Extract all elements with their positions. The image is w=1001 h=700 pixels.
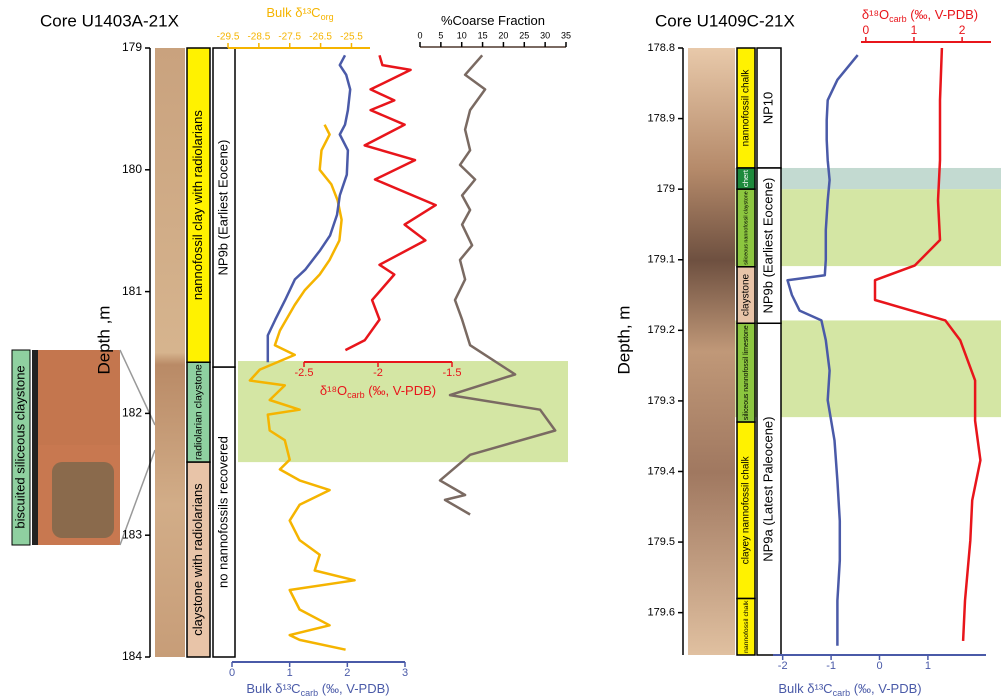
y-tick-label: 178.9: [647, 112, 675, 124]
lithology-label: nannofossil clay with radiolarians: [190, 110, 205, 301]
y-tick-label: 179.1: [647, 254, 675, 266]
y-tick-label: 180: [122, 162, 142, 176]
x-axis-label-part: Bulk δ¹³C: [266, 5, 320, 20]
zone-label: NP9a (Latest Paleocene): [760, 417, 775, 562]
lithology-label: nannofossil chalk: [741, 69, 752, 147]
y-tick-label: 179: [122, 40, 142, 54]
x-axis-label: Bulk δ¹³Corg: [266, 5, 333, 22]
core-photo: [688, 48, 735, 655]
x-tick-label: 20: [498, 30, 508, 40]
x-tick-label: 35: [561, 30, 571, 40]
x-axis-label-part: δ¹⁸O: [862, 7, 889, 22]
y-tick-label: 181: [122, 284, 142, 298]
panel: Core U1409C-21X Depth, m 178.8 178.9 179 179.…: [614, 7, 1001, 698]
y-tick-label: 178.8: [647, 42, 675, 54]
x-tick-label: 0: [862, 23, 869, 37]
zone-label: NP9b (Earliest Eocene): [760, 178, 775, 314]
y-tick-label: 184: [122, 649, 142, 663]
x-axis-label-part: Bulk δ¹³C: [246, 681, 300, 696]
zone-label: NP10: [760, 92, 775, 125]
x-axis-label-part: carb: [347, 390, 365, 400]
x-tick-label: 3: [402, 667, 408, 679]
x-axis-label: δ¹⁸Ocarb (‰, V-PDB): [862, 7, 978, 24]
y-axis-label: Depth ,m: [94, 306, 113, 375]
x-tick-label: 1: [925, 660, 931, 672]
panel-title: Core U1403A-21X: [40, 11, 179, 30]
x-axis-label-part: carb: [889, 14, 907, 24]
y-tick-label: 179.5: [647, 536, 675, 548]
core-photo: [155, 48, 185, 657]
x-axis-label-part: δ¹⁸O: [320, 383, 347, 398]
x-tick-label: 1: [911, 23, 918, 37]
x-tick-label: -1.5: [443, 367, 462, 379]
x-axis-label-part: (‰, V-PDB): [850, 681, 922, 696]
inset: biscuited siliceous claystone: [12, 350, 155, 545]
series-line: [268, 55, 350, 362]
lithology-label: nannofossil chalk: [743, 600, 750, 653]
x-axis-label-part: (‰, V-PDB): [318, 681, 390, 696]
x-tick-label: -25.5: [340, 32, 363, 43]
x-tick-label: -2.5: [295, 367, 314, 379]
inset-scale: [32, 350, 38, 545]
x-tick-label: 1: [287, 667, 293, 679]
y-tick-label: 179.6: [647, 607, 675, 619]
x-axis-label-part: Bulk δ¹³C: [778, 681, 832, 696]
x-axis-label-part: carb: [833, 688, 851, 698]
x-tick-label: 5: [438, 30, 443, 40]
x-tick-label: -2: [373, 367, 383, 379]
y-tick-label: 183: [122, 527, 142, 541]
y-tick-label: 179.3: [647, 395, 675, 407]
y-tick-label: 179.2: [647, 324, 675, 336]
x-tick-label: 30: [540, 30, 550, 40]
x-axis-label-part: (‰, V-PDB): [907, 7, 979, 22]
lithology-label: siliceous nannofossil limestone: [743, 325, 750, 420]
x-tick-label: 25: [519, 30, 529, 40]
inset-photo-biscuit: [52, 462, 114, 538]
x-tick-label: -26.5: [309, 32, 332, 43]
x-axis-label-part: %Coarse Fraction: [441, 13, 545, 28]
y-axis-label: Depth, m: [614, 306, 633, 375]
y-tick-label: 179: [657, 183, 675, 195]
x-tick-label: -29.5: [217, 32, 240, 43]
x-axis-label-part: (‰, V-PDB): [365, 383, 437, 398]
x-axis-label: δ¹⁸Ocarb (‰, V-PDB): [320, 383, 436, 400]
x-tick-label: 15: [478, 30, 488, 40]
x-axis-label: %Coarse Fraction: [441, 13, 545, 28]
x-tick-label: 0: [417, 30, 422, 40]
lithology-label: siliceous nannofossil claystone: [743, 191, 749, 265]
figure: biscuited siliceous claystone Core U1403…: [0, 0, 1001, 700]
lithology-label: chert: [741, 169, 750, 187]
zone-label: NP9b (Earliest Eocene): [215, 140, 230, 276]
x-tick-label: 0: [876, 660, 882, 672]
x-tick-label: -1: [826, 660, 836, 672]
y-tick-label: 182: [122, 406, 142, 420]
lithology-label: radiolarian claystone: [193, 364, 204, 460]
x-tick-label: 2: [344, 667, 350, 679]
x-tick-label: 0: [229, 667, 235, 679]
x-tick-label: 2: [959, 23, 966, 37]
x-tick-label: 10: [457, 30, 467, 40]
x-tick-label: -27.5: [278, 32, 301, 43]
lithology-label: claystone with radiolarians: [190, 483, 205, 636]
lithology-label: claystone: [741, 273, 752, 316]
zone-label: no nannofossils recovered: [215, 436, 230, 588]
lithology-label: clayey nannofossil chalk: [741, 455, 752, 564]
series-line: [345, 55, 435, 350]
inset-label: biscuited siliceous claystone: [12, 365, 27, 528]
panel-title: Core U1409C-21X: [655, 11, 795, 30]
x-axis-label-part: org: [321, 12, 334, 22]
x-tick-label: -28.5: [247, 32, 270, 43]
x-axis-label: Bulk δ¹³Ccarb (‰, V-PDB): [778, 681, 921, 698]
x-tick-label: -2: [778, 660, 788, 672]
x-axis-label-part: carb: [301, 688, 319, 698]
x-axis-label: Bulk δ¹³Ccarb (‰, V-PDB): [246, 681, 389, 698]
y-tick-label: 179.4: [647, 465, 675, 477]
